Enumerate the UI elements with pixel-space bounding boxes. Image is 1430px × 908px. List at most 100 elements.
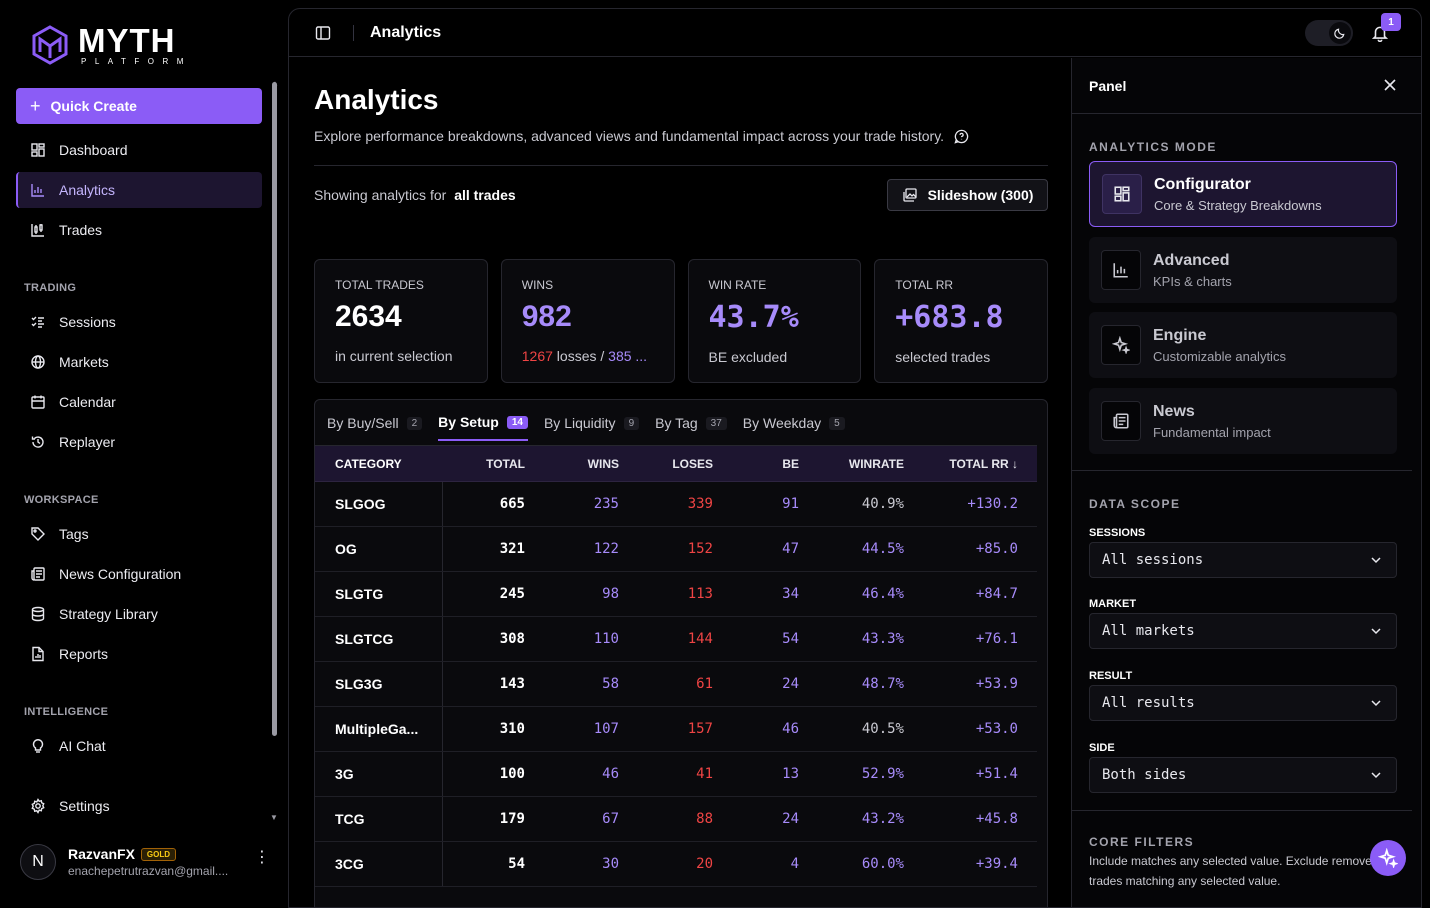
sidebar-item-label: Reports [59,646,109,662]
column-header-wins[interactable]: WINS [587,456,619,471]
theme-toggle[interactable] [1305,20,1353,46]
column-header-category[interactable]: CATEGORY [335,456,402,471]
sidebar-item-settings[interactable]: Settings [16,788,262,824]
cell-winrate: 43.2% [861,811,904,827]
mode-desc: Fundamental impact [1153,424,1271,440]
mode-engine[interactable]: Engine Customizable analytics [1089,312,1397,378]
table-row[interactable]: 3G 100 46 41 13 52.9% +51.4 [315,752,1037,797]
result-select[interactable]: All results [1089,685,1397,721]
list-check-icon [31,316,44,328]
cell-total: 310 [499,721,525,737]
side-select[interactable]: Both sides [1089,757,1397,793]
cell-category: SLG3G [315,662,443,706]
close-icon[interactable] [1383,78,1397,92]
dashboard-icon [31,143,45,157]
column-header-total[interactable]: TOTAL [486,456,525,471]
sidebar-item-news-configuration[interactable]: News Configuration [16,556,262,592]
database-icon [31,606,45,622]
column-header-loses[interactable]: LOSES [672,456,713,471]
table-body: SLGOG 665 235 339 91 40.9% +130.2 OG 321 122 152 47… [315,482,1037,887]
scroll-down-arrow-icon[interactable]: ▼ [270,813,278,822]
sidebar-item-calendar[interactable]: Calendar [16,384,262,420]
sessions-select[interactable]: All sessions [1089,542,1397,578]
slideshow-button[interactable]: Slideshow (300) [887,179,1048,211]
table-row[interactable]: OG 321 122 152 47 44.5% +85.0 [315,527,1037,572]
sidebar-item-sessions[interactable]: Sessions [16,304,262,340]
table-row[interactable]: SLGTCG 308 110 144 54 43.3% +76.1 [315,617,1037,662]
sidebar-item-replayer[interactable]: Replayer [16,424,262,460]
plus-icon: + [30,96,41,116]
cell-total: 308 [499,631,525,647]
tab-by-setup[interactable]: By Setup 14 [438,414,528,441]
showing-prefix: Showing analytics for [314,187,447,203]
tab-by-weekday[interactable]: By Weekday 5 [743,414,845,441]
cell-be: 54 [782,631,799,647]
ai-assistant-button[interactable] [1370,840,1406,876]
chevron-down-icon [1371,772,1381,779]
market-select[interactable]: All markets [1089,613,1397,649]
losses-sep: losses / [552,348,609,364]
sidebar-item-strategy-library[interactable]: Strategy Library [16,596,262,632]
cell-category: 3CG [315,842,443,886]
images-icon [902,188,917,202]
sidebar-item-label: Analytics [59,182,116,198]
tab-count: 14 [506,415,528,429]
table-row[interactable]: SLGOG 665 235 339 91 40.9% +130.2 [315,482,1037,527]
select-value: All sessions [1102,552,1204,568]
mode-configurator[interactable]: Configurator Core & Strategy Breakdowns [1089,161,1397,227]
side-panel: Panel ANALYTICS MODE Configurator Core & … [1071,58,1421,907]
tab-by-tag[interactable]: By Tag 37 [655,414,727,441]
sidebar-scrollbar[interactable] [272,82,277,736]
breakdown-tabs: By Buy/Sell 2 By Setup 14 By Liquidity 9 By… [327,414,845,441]
cell-be: 13 [782,766,799,782]
section-label-data-scope: DATA SCOPE [1089,497,1181,511]
calendar-icon [31,395,45,409]
cell-category: 3G [315,752,443,796]
stat-card-wins: WINS 982 1267 losses / 385 ... [500,259,675,383]
mode-advanced[interactable]: Advanced KPIs & charts [1089,237,1397,303]
mode-name: Advanced [1153,251,1230,269]
section-label-intelligence: INTELLIGENCE [24,706,109,718]
stat-value: 2634 [335,300,402,333]
divider [1072,470,1412,471]
sidebar-item-reports[interactable]: Reports [16,636,262,672]
cell-winrate: 46.4% [861,586,904,602]
stat-card-total-trades: TOTAL TRADES 2634 in current selection [314,259,488,383]
tab-by-liquidity[interactable]: By Liquidity 9 [544,414,640,441]
tier-badge: GOLD [140,847,177,861]
table-row[interactable]: SLG3G 143 58 61 24 48.7% +53.9 [315,662,1037,707]
top-bar: Analytics 1 [289,9,1421,57]
sidebar-item-trades[interactable]: Trades [16,212,262,248]
sidebar-toggle-icon[interactable] [315,25,331,41]
more-vertical-icon[interactable]: ⋮ [254,849,270,866]
table-header: CATEGORY TOTAL WINS LOSES BE WINRATE TOT… [315,445,1037,482]
sidebar-item-tags[interactable]: Tags [16,516,262,552]
bar-chart-icon [1113,263,1128,278]
cell-wins: 235 [593,496,619,512]
cell-winrate: 52.9% [861,766,904,782]
cell-loses: 88 [696,811,713,827]
user-profile[interactable]: N RazvanFX GOLD enachepetrutrazvan@gmail… [20,842,270,882]
help-chat-icon[interactable] [954,129,969,144]
cell-category: MultipleGa... [315,707,443,751]
column-header-be[interactable]: BE [782,456,799,471]
column-header-winrate[interactable]: WINRATE [848,456,904,471]
avatar: N [20,844,56,880]
sidebar-item-dashboard[interactable]: Dashboard [16,132,262,168]
mode-news[interactable]: News Fundamental impact [1089,388,1397,454]
table-row[interactable]: 3CG 54 30 20 4 60.0% +39.4 [315,842,1037,887]
sidebar-item-label: Trades [59,222,103,238]
select-value: Both sides [1102,767,1187,783]
table-row[interactable]: MultipleGa... 310 107 157 46 40.5% +53.0 [315,707,1037,752]
cell-winrate: 43.3% [861,631,904,647]
sidebar-item-analytics[interactable]: Analytics [16,172,262,208]
column-header-total-rr[interactable]: TOTAL RR ↓ [949,456,1018,471]
brand-logo[interactable]: MYTH PLATFORM [30,24,192,66]
notification-badge: 1 [1381,13,1401,31]
table-row[interactable]: SLGTG 245 98 113 34 46.4% +84.7 [315,572,1037,617]
sidebar-item-ai-chat[interactable]: AI Chat [16,728,262,764]
sidebar-item-markets[interactable]: Markets [16,344,262,380]
tab-by-buy-sell[interactable]: By Buy/Sell 2 [327,414,423,441]
table-row[interactable]: TCG 179 67 88 24 43.2% +45.8 [315,797,1037,842]
quick-create-button[interactable]: + Quick Create [16,88,262,124]
